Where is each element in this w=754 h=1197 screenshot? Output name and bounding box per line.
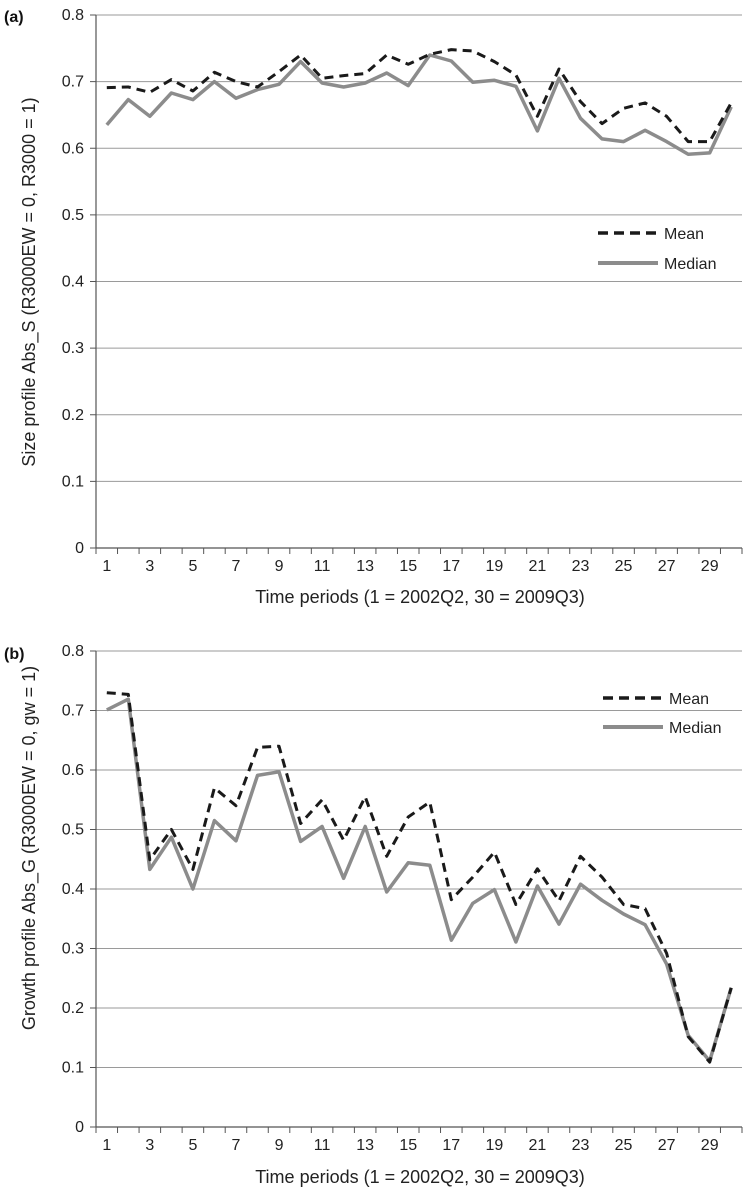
y-tick-label: 0.4 <box>62 274 84 291</box>
x-tick-label: 27 <box>658 558 676 575</box>
panel-b-legend: Mean Median <box>603 691 721 737</box>
y-tick-label: 0.7 <box>62 74 84 91</box>
x-tick-label: 23 <box>572 1137 590 1154</box>
x-tick-label: 9 <box>275 1137 284 1154</box>
legend-b-mean-label: Mean <box>669 691 709 708</box>
x-tick-label: 3 <box>145 1137 154 1154</box>
chart-panel-b: (b) 00.10.20.30.40.50.60.70.8 1 3 5 7 9 11 13 1… <box>4 643 743 1187</box>
y-tick-label: 0.1 <box>62 473 84 490</box>
panel-b-xticks: 1 3 5 7 9 11 13 15 17 19 21 23 25 27 29 <box>102 1137 718 1154</box>
y-tick-label: 0.2 <box>62 407 84 424</box>
x-tick-label: 15 <box>399 1137 417 1154</box>
y-tick-label: 0.7 <box>62 703 84 720</box>
x-tick-label: 19 <box>485 558 503 575</box>
series-line-mean <box>106 48 733 144</box>
panel-b-grid <box>96 650 742 1068</box>
y-tick-label: 0.5 <box>62 822 84 839</box>
series-line-median <box>106 697 733 1063</box>
y-tick-label: 0.8 <box>62 643 84 660</box>
y-tick-label: 0 <box>75 540 84 557</box>
x-tick-label: 17 <box>442 558 460 575</box>
x-tick-label: 19 <box>485 1137 503 1154</box>
panel-a-grid <box>96 14 742 482</box>
panel-b-x-axis-title: Time periods (1 = 2002Q2, 30 = 2009Q3) <box>255 1167 585 1187</box>
panel-a-series <box>105 48 733 156</box>
y-tick-label: 0.8 <box>62 7 84 24</box>
legend-a-median-label: Median <box>664 256 716 273</box>
legend-b-median-label: Median <box>669 720 721 737</box>
x-tick-label: 21 <box>529 1137 547 1154</box>
x-tick-label: 29 <box>701 558 719 575</box>
panel-b-series <box>106 691 733 1064</box>
y-tick-label: 0.4 <box>62 881 84 898</box>
panel-label-a: (a) <box>4 9 24 26</box>
y-tick-label: 0.3 <box>62 340 84 357</box>
legend-a-mean-label: Mean <box>664 226 704 243</box>
x-tick-label: 25 <box>615 558 633 575</box>
x-tick-label: 7 <box>232 558 241 575</box>
x-tick-label: 13 <box>356 558 374 575</box>
x-tick-label: 11 <box>314 558 331 575</box>
x-tick-label: 7 <box>232 1137 241 1154</box>
x-tick-label: 25 <box>615 1137 633 1154</box>
panel-b-y-axis-title: Growth profile Abs_G (R3000EW = 0, gw = … <box>19 666 40 1030</box>
panel-label-b: (b) <box>4 646 24 663</box>
x-tick-label: 1 <box>102 558 111 575</box>
x-tick-label: 27 <box>658 1137 676 1154</box>
panel-b-axes <box>90 650 743 1133</box>
y-tick-label: 0.3 <box>62 941 84 958</box>
x-tick-label: 5 <box>188 1137 197 1154</box>
x-tick-label: 1 <box>102 1137 111 1154</box>
x-tick-label: 13 <box>356 1137 374 1154</box>
panel-b-yticks: 0 0.1 0.2 0.3 0.4 0.5 0.6 0.7 0.8 <box>62 643 84 1136</box>
chart-panel-a: (a) 00.10.20.30.40.50.60.70.8 1 3 5 7 9 11 13 1… <box>4 7 743 607</box>
panel-a-y-axis-title: Size profile Abs_S (R3000EW = 0, R3000 =… <box>19 97 40 466</box>
x-tick-label: 17 <box>442 1137 460 1154</box>
series-line-median <box>105 53 733 156</box>
x-tick-label: 23 <box>572 558 590 575</box>
y-tick-label: 0.6 <box>62 140 84 157</box>
panel-a-yticks: 0 0.1 0.2 0.3 0.4 0.5 0.6 0.7 0.8 <box>62 7 84 557</box>
x-tick-label: 29 <box>701 1137 719 1154</box>
y-tick-label: 0 <box>75 1119 84 1136</box>
series-line-mean <box>106 691 733 1064</box>
x-tick-label: 9 <box>275 558 284 575</box>
x-tick-label: 3 <box>145 558 154 575</box>
x-tick-label: 21 <box>529 558 547 575</box>
panel-a-axes <box>90 14 743 554</box>
panel-a-legend: Mean Median <box>598 226 716 273</box>
x-tick-label: 15 <box>399 558 417 575</box>
y-tick-label: 0.6 <box>62 762 84 779</box>
x-tick-label: 5 <box>188 558 197 575</box>
panel-a-xticks: 1 3 5 7 9 11 13 15 17 19 21 23 25 27 29 <box>102 558 718 575</box>
y-tick-label: 0.1 <box>62 1060 84 1077</box>
panel-a-x-axis-title: Time periods (1 = 2002Q2, 30 = 2009Q3) <box>255 587 585 607</box>
y-tick-label: 0.5 <box>62 207 84 224</box>
x-tick-label: 11 <box>314 1137 331 1154</box>
y-tick-label: 0.2 <box>62 1000 84 1017</box>
